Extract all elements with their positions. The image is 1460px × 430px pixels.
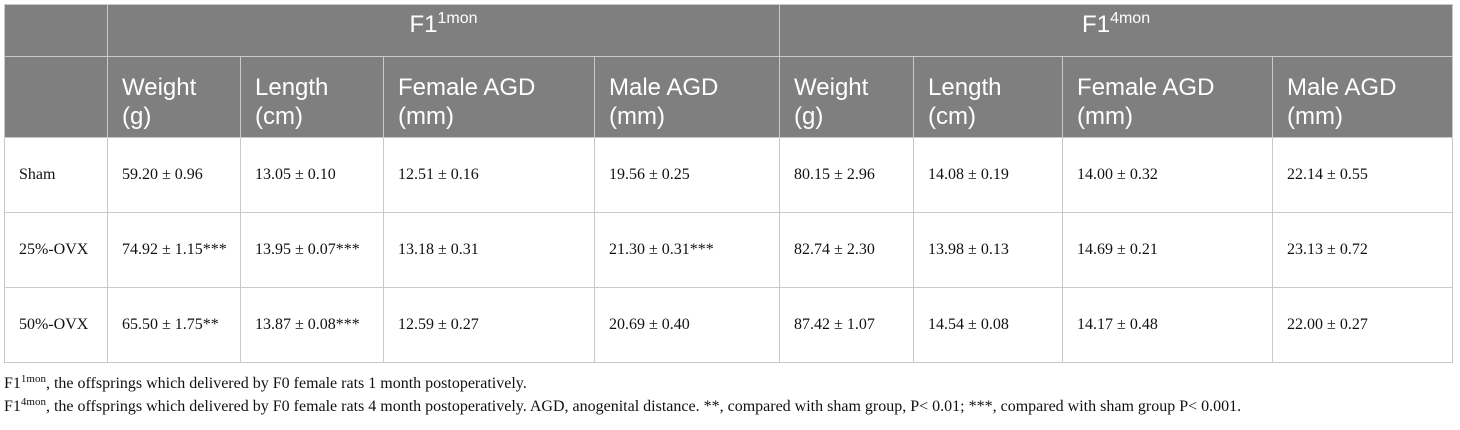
column-header: Male AGD (mm) [593,56,780,138]
table-cell: 14.17 ± 0.48 [1062,287,1273,363]
table-cell: 13.98 ± 0.13 [913,212,1063,288]
row-label: Sham [4,137,108,213]
data-table-container: F11mon F14mon Weight (g) Length (cm) Fem… [4,4,1454,363]
table-cell: 74.92 ± 1.15*** [107,212,241,288]
group-header-base: F1 [1082,11,1111,38]
group-header-row: F11mon F14mon [4,4,1453,57]
footnote-text: , the offsprings which delivered by F0 f… [45,375,527,392]
column-header: Length (cm) [240,56,384,138]
table-cell: 22.14 ± 0.55 [1272,137,1453,213]
table-cell: 14.54 ± 0.08 [913,287,1063,363]
table-cell: 21.30 ± 0.31*** [593,212,780,288]
column-header: Male AGD (mm) [1272,56,1453,138]
table-row-50-ovx: 50%-OVX 65.50 ± 1.75** 13.87 ± 0.08*** 1… [4,287,1453,363]
group-header-4mon: F14mon [779,4,1453,57]
footnote-4mon: F14mon, the offsprings which delivered b… [4,395,1454,418]
table-cell: 20.69 ± 0.40 [593,287,780,363]
column-header: Weight (g) [779,56,914,138]
table-cell: 59.20 ± 0.96 [107,137,241,213]
table-cell: 82.74 ± 2.30 [779,212,914,288]
corner-cell [4,4,108,57]
table-cell: 65.50 ± 1.75** [107,287,241,363]
table-cell: 19.56 ± 0.25 [593,137,780,213]
column-header: Female AGD (mm) [383,56,595,138]
table-cell: 13.95 ± 0.07*** [240,212,384,288]
table-cell: 12.59 ± 0.27 [383,287,595,363]
column-header: Female AGD (mm) [1062,56,1273,138]
table-footnotes: F11mon, the offsprings which delivered b… [4,372,1454,418]
data-table: F11mon F14mon Weight (g) Length (cm) Fem… [4,4,1454,363]
footnote-text: , the offsprings which delivered by F0 f… [45,398,1242,415]
table-cell: 23.13 ± 0.72 [1272,212,1453,288]
table-cell: 12.51 ± 0.16 [383,137,595,213]
column-header: Weight (g) [107,56,241,138]
corner-cell [4,56,108,138]
table-cell: 87.42 ± 1.07 [779,287,914,363]
footnote-base: F1 [4,398,21,415]
row-label: 50%-OVX [4,287,108,363]
footnote-sup: 1mon [20,373,46,385]
footnote-sup: 4mon [20,396,46,408]
table-row-25-ovx: 25%-OVX 74.92 ± 1.15*** 13.95 ± 0.07*** … [4,212,1453,288]
table-cell: 13.18 ± 0.31 [383,212,595,288]
footnote-base: F1 [4,375,21,392]
column-header: Length (cm) [913,56,1063,138]
group-header-base: F1 [409,11,438,38]
row-label: 25%-OVX [4,212,108,288]
table-cell: 22.00 ± 0.27 [1272,287,1453,363]
footnote-1mon: F11mon, the offsprings which delivered b… [4,372,1454,395]
table-cell: 13.05 ± 0.10 [240,137,384,213]
table-cell: 13.87 ± 0.08*** [240,287,384,363]
table-cell: 14.00 ± 0.32 [1062,137,1273,213]
table-cell: 80.15 ± 2.96 [779,137,914,213]
table-cell: 14.08 ± 0.19 [913,137,1063,213]
group-header-sup: 1mon [437,10,478,27]
table-row-sham: Sham 59.20 ± 0.96 13.05 ± 0.10 12.51 ± 0… [4,137,1453,213]
group-header-1mon: F11mon [106,4,780,57]
table-cell: 14.69 ± 0.21 [1062,212,1273,288]
group-header-sup: 4mon [1110,10,1151,27]
column-header-row: Weight (g) Length (cm) Female AGD (mm) M… [4,56,1453,138]
